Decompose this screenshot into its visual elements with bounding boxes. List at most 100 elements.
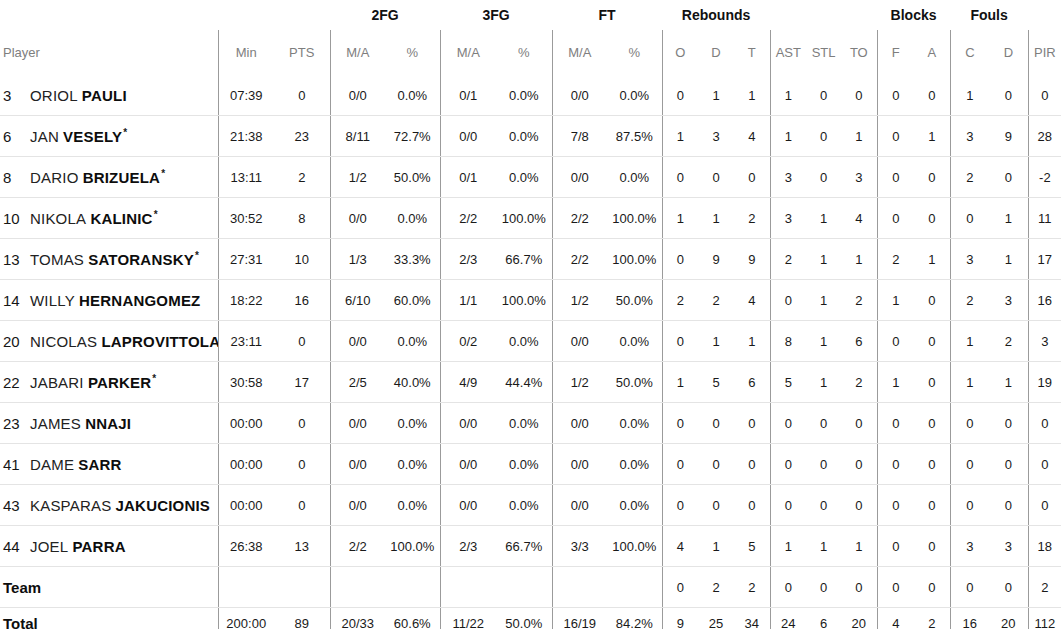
cell-pir: 3: [1028, 321, 1061, 362]
cell-ft_ma: 2/2: [552, 239, 607, 280]
player-row: 14WILLY HERNANGOMEZ18:22166/1060.0%1/110…: [0, 280, 1061, 321]
cell-to: 2: [841, 280, 877, 321]
cell-stl: 0: [806, 116, 841, 157]
cell-reb_d: 25: [698, 608, 734, 629]
cell-reb_t: 5: [734, 526, 770, 567]
player-name-cell[interactable]: 23JAMES NNAJI: [0, 403, 218, 444]
cell-stl: 1: [806, 321, 841, 362]
cell-pts: [274, 567, 330, 608]
cell-pts: 2: [274, 157, 330, 198]
cell-to: 0: [841, 485, 877, 526]
group-header-spacer: [1028, 0, 1061, 30]
cell-fg2_ma: 8/11: [330, 116, 385, 157]
player-name-cell[interactable]: 20NICOLAS LAPROVITTOLA: [0, 321, 218, 362]
cell-reb_o: 2: [662, 280, 698, 321]
cell-fg3_pct: [496, 567, 552, 608]
player-name-cell[interactable]: 10NIKOLA KALINIC*: [0, 198, 218, 239]
player-first-name: DARIO: [30, 169, 79, 186]
player-number: 8: [3, 169, 30, 186]
cell-reb_d: 0: [698, 485, 734, 526]
cell-reb_d: 3: [698, 116, 734, 157]
cell-pir: 11: [1028, 198, 1061, 239]
column-header-fg3_pct: %: [496, 30, 552, 75]
cell-reb_d: 0: [698, 157, 734, 198]
player-name-cell[interactable]: 8DARIO BRIZUELA*: [0, 157, 218, 198]
player-first-name: NIKOLA: [30, 210, 86, 227]
cell-foul_c: 0: [950, 198, 989, 239]
cell-pir: 17: [1028, 239, 1061, 280]
cell-fg3_pct: 50.0%: [496, 608, 552, 629]
column-header-ft_ma: M/A: [552, 30, 607, 75]
cell-fg2_ma: 2/2: [330, 526, 385, 567]
cell-ft_ma: 0/0: [552, 444, 607, 485]
column-header-stl: STL: [806, 30, 841, 75]
cell-to: 1: [841, 239, 877, 280]
cell-fg3_pct: 0.0%: [496, 75, 552, 116]
cell-to: 1: [841, 526, 877, 567]
cell-min: 30:52: [218, 198, 274, 239]
cell-ft_pct: 0.0%: [607, 444, 662, 485]
cell-blk_f: 2: [877, 239, 914, 280]
cell-reb_d: 1: [698, 75, 734, 116]
cell-fg3_ma: 0/1: [440, 75, 496, 116]
player-first-name: DAME: [30, 456, 74, 473]
player-first-name: JAN: [30, 128, 59, 145]
player-row: 10NIKOLA KALINIC*30:5280/00.0%2/2100.0%2…: [0, 198, 1061, 239]
cell-fg2_pct: 100.0%: [385, 526, 440, 567]
cell-ft_ma: 7/8: [552, 116, 607, 157]
cell-reb_t: 2: [734, 567, 770, 608]
player-name-cell[interactable]: 6JAN VESELY*: [0, 116, 218, 157]
cell-pir: 16: [1028, 280, 1061, 321]
cell-ft_ma: 0/0: [552, 485, 607, 526]
starter-star-icon: *: [152, 373, 156, 384]
cell-ft_ma: 1/2: [552, 280, 607, 321]
cell-blk_f: 1: [877, 280, 914, 321]
column-header-pir: PIR: [1028, 30, 1061, 75]
cell-ft_pct: 0.0%: [607, 157, 662, 198]
cell-blk_f: 0: [877, 198, 914, 239]
cell-reb_o: 0: [662, 444, 698, 485]
cell-fg3_ma: 0/0: [440, 485, 496, 526]
player-first-name: TOMAS: [30, 251, 84, 268]
column-header-row: PlayerMinPTSM/A%M/A%M/A%ODTASTSTLTOFACDP…: [0, 30, 1061, 75]
cell-pts: 8: [274, 198, 330, 239]
cell-blk_a: 0: [914, 567, 950, 608]
cell-fg3_pct: 0.0%: [496, 116, 552, 157]
player-name-cell[interactable]: 43KASPARAS JAKUCIONIS: [0, 485, 218, 526]
player-first-name: ORIOL: [30, 87, 78, 104]
cell-fg2_ma: 0/0: [330, 198, 385, 239]
cell-fg2_pct: 0.0%: [385, 75, 440, 116]
column-header-blk_f: F: [877, 30, 914, 75]
cell-blk_a: 2: [914, 608, 950, 629]
player-name-cell[interactable]: 44JOEL PARRA: [0, 526, 218, 567]
cell-fg2_pct: 0.0%: [385, 403, 440, 444]
player-first-name: KASPARAS: [30, 497, 111, 514]
cell-to: 0: [841, 403, 877, 444]
player-name-cell[interactable]: 3ORIOL PAULI: [0, 75, 218, 116]
cell-blk_f: 0: [877, 157, 914, 198]
total-row-label-cell: Total: [0, 608, 218, 629]
cell-to: 0: [841, 567, 877, 608]
group-header-rebounds: Rebounds: [662, 0, 770, 30]
player-last-name: LAPROVITTOLA: [101, 333, 218, 350]
cell-foul_d: 0: [989, 75, 1028, 116]
column-header-fg2_pct: %: [385, 30, 440, 75]
cell-reb_t: 6: [734, 362, 770, 403]
player-name-cell[interactable]: 14WILLY HERNANGOMEZ: [0, 280, 218, 321]
cell-min: 21:38: [218, 116, 274, 157]
cell-ast: 3: [770, 198, 806, 239]
team-row-label: Team: [3, 579, 41, 596]
cell-ft_pct: 100.0%: [607, 198, 662, 239]
player-row: 23JAMES NNAJI00:0000/00.0%0/00.0%0/00.0%…: [0, 403, 1061, 444]
cell-foul_c: 0: [950, 567, 989, 608]
cell-fg3_pct: 0.0%: [496, 157, 552, 198]
cell-min: 18:22: [218, 280, 274, 321]
cell-ast: 0: [770, 485, 806, 526]
player-name-cell[interactable]: 41DAME SARR: [0, 444, 218, 485]
cell-fg2_ma: 0/0: [330, 485, 385, 526]
player-name-cell[interactable]: 13TOMAS SATORANSKY*: [0, 239, 218, 280]
cell-pts: 0: [274, 75, 330, 116]
cell-reb_d: 2: [698, 567, 734, 608]
player-name-cell[interactable]: 22JABARI PARKER*: [0, 362, 218, 403]
cell-fg3_pct: 0.0%: [496, 321, 552, 362]
